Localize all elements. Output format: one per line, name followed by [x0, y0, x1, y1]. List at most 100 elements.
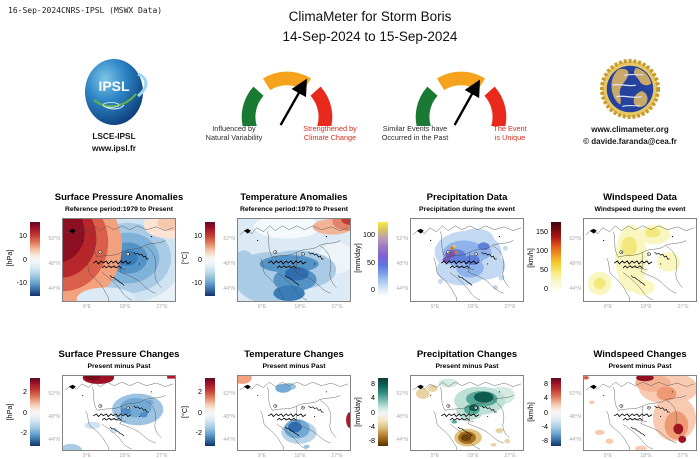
panel-surface-pressure-anomalies: Surface Pressure Anomalies Reference per…	[0, 190, 183, 325]
figure-title: ClimaMeter for Storm Boris 14-Sep-2024 t…	[180, 7, 560, 46]
gauge-needle	[453, 79, 481, 126]
lon-tick: 9°E	[430, 453, 440, 459]
lat-tick: 44°N	[569, 437, 581, 443]
lon-tick: 27°E	[331, 304, 343, 310]
lon-tick: 27°E	[504, 304, 516, 310]
colorbar-ticks: 150 100 50 0	[536, 227, 548, 293]
panel-surface-pressure-changes: Surface Pressure Changes Present minus P…	[0, 347, 181, 459]
lat-tick: 52°N	[569, 391, 581, 397]
lon-tick: 9°E	[430, 304, 440, 310]
gauge2-left-label: Similar Events have Occurred in the Past	[381, 124, 449, 143]
lat-tick: 44°N	[223, 286, 235, 292]
lat-tick: 52°N	[396, 391, 408, 397]
lat-tick: 48°N	[569, 261, 581, 267]
lat-tick: 44°N	[223, 437, 235, 443]
panel-precipitation-changes: Precipitation Changes Present minus Past…	[348, 347, 529, 459]
lat-tick: 52°N	[48, 236, 60, 242]
map-temperature-changes	[237, 375, 351, 451]
colorbar-ticks: 10 0 -10	[191, 231, 202, 287]
map-temperature-anomalies	[237, 218, 351, 302]
panel-title: Temperature Changes	[244, 349, 344, 360]
lat-tick: 44°N	[396, 437, 408, 443]
lon-tick: 18°E	[640, 453, 652, 459]
colorbar	[30, 222, 40, 296]
lon-tick: 18°E	[294, 304, 306, 310]
lon-tick: 18°E	[119, 453, 131, 459]
lon-tick: 9°E	[603, 304, 613, 310]
gauge-climate-change: Influenced by Natural Variability Streng…	[187, 62, 387, 154]
lon-tick: 18°E	[467, 453, 479, 459]
lat-tick: 52°N	[223, 391, 235, 397]
gauge2-right-label: The Event is Unique	[493, 124, 527, 143]
ipsl-org: LSCE-IPSL	[92, 131, 136, 141]
lon-tick: 9°E	[257, 453, 267, 459]
colorbar-ticks: 2 0 -2	[195, 387, 202, 437]
lon-tick: 27°E	[677, 453, 689, 459]
lon-tick: 9°E	[82, 453, 92, 459]
colorbar-ticks: 8 4 0 -4 -8	[541, 379, 548, 445]
colorbar-ticks: 8 4 0 -4 -8	[368, 379, 375, 445]
panel-subtitle: Present minus Past	[608, 363, 672, 370]
lat-tick: 52°N	[569, 236, 581, 242]
panel-title: Windspeed Changes	[593, 349, 687, 360]
lon-tick: 27°E	[331, 453, 343, 459]
panel-subtitle: Present minus Past	[87, 363, 151, 370]
climameter-url: www.climameter.org	[591, 125, 669, 134]
lat-tick: 52°N	[396, 236, 408, 242]
gauge1-right-label: Strengthened by Climate Change	[303, 124, 357, 143]
ipsl-logo-block: IPSL LSCE-IPSL www.ipsl.fr	[64, 58, 164, 154]
panel-title: Surface Pressure Changes	[58, 349, 180, 360]
panel-precipitation-data: Precipitation Data Precipitation during …	[348, 190, 529, 325]
colorbar	[205, 378, 215, 446]
gauge-needle	[279, 78, 307, 126]
colorbar-ticks: 10 0 -10	[16, 231, 27, 287]
gauge-dial-icon	[241, 71, 333, 126]
panel-title: Windspeed Data	[603, 192, 677, 203]
lat-tick: 44°N	[569, 286, 581, 292]
gauge-dial-icon	[415, 71, 507, 126]
title-line2: 14-Sep-2024 to 15-Sep-2024	[282, 28, 458, 44]
colorbar	[378, 378, 388, 446]
panel-title: Precipitation Changes	[416, 349, 518, 360]
lat-tick: 44°N	[396, 286, 408, 292]
datestamp: 16-Sep-2024CNRS-IPSL (MSWX Data)	[8, 6, 163, 15]
gauge-event-uniqueness: Similar Events have Occurred in the Past…	[361, 62, 561, 154]
lon-tick: 27°E	[504, 453, 516, 459]
climameter-logo-block: www.climameter.org © davide.faranda@cea.…	[578, 58, 682, 147]
climameter-globe-icon	[599, 58, 661, 120]
lat-tick: 48°N	[396, 414, 408, 420]
gauge1-left-label: Influenced by Natural Variability	[205, 124, 263, 143]
panel-windspeed-data: Windspeed Data Windspeed during the even…	[521, 190, 700, 325]
lat-tick: 52°N	[48, 391, 60, 397]
lat-tick: 48°N	[48, 414, 60, 420]
lon-tick: 18°E	[119, 304, 131, 310]
colorbar-ticks: 100 50 0	[363, 230, 375, 294]
panel-subtitle: Windspeed during the event	[594, 206, 686, 213]
lon-tick: 9°E	[82, 304, 92, 310]
map-windspeed-changes	[583, 375, 697, 451]
lat-tick: 44°N	[48, 286, 60, 292]
map-precipitation-data	[410, 218, 524, 302]
panel-subtitle: Reference period:1979 to Present	[239, 206, 349, 213]
panel-subtitle: Precipitation during the event	[419, 206, 515, 213]
ipsl-logo-text: IPSL	[98, 78, 130, 94]
panel-temperature-changes: Temperature Changes Present minus Past […	[175, 347, 356, 459]
panel-subtitle: Reference period:1979 to Present	[64, 206, 174, 213]
lon-tick: 18°E	[640, 304, 652, 310]
map-windspeed-data	[583, 218, 697, 302]
panel-title: Temperature Anomalies	[240, 192, 348, 203]
map-precipitation-changes	[410, 375, 524, 451]
panel-subtitle: Present minus Past	[262, 363, 326, 370]
lat-tick: 48°N	[569, 414, 581, 420]
colorbar	[378, 222, 388, 296]
lon-tick: 9°E	[603, 453, 613, 459]
panel-title: Precipitation Data	[426, 192, 508, 203]
colorbar-ticks: 2 0 -2	[20, 387, 27, 437]
panel-temperature-anomalies: Temperature Anomalies Reference period:1…	[175, 190, 356, 325]
lat-tick: 52°N	[223, 236, 235, 242]
colorbar	[30, 378, 40, 446]
lat-tick: 48°N	[223, 414, 235, 420]
lat-tick: 48°N	[396, 261, 408, 267]
lon-tick: 18°E	[467, 304, 479, 310]
